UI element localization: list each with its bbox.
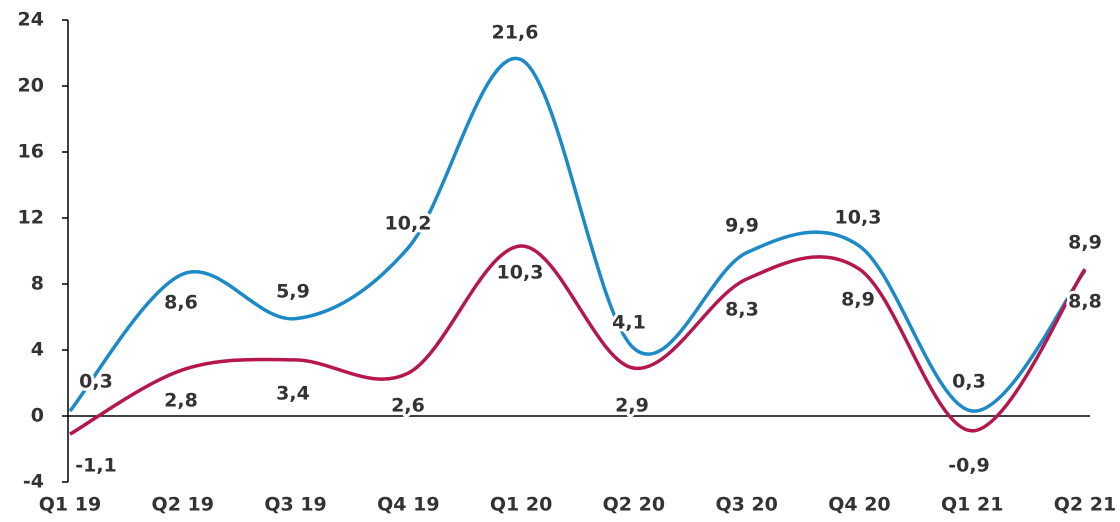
x-tick-label: Q3 19	[264, 494, 326, 516]
x-tick-label: Q2 21	[1054, 494, 1116, 516]
value-label: 10,3	[497, 262, 544, 284]
x-tick-label: Q1 21	[941, 494, 1003, 516]
value-label: 3,4	[276, 383, 310, 405]
x-tick-label: Q2 19	[152, 494, 214, 516]
series-line	[68, 56, 1087, 413]
value-label: 0,3	[952, 371, 986, 393]
y-tick-label: 20	[18, 75, 44, 97]
x-tick-label: Q1 20	[490, 494, 552, 516]
value-label: 2,9	[615, 395, 649, 417]
x-tick-label: Q3 20	[715, 494, 777, 516]
y-tick-label: 12	[18, 207, 44, 229]
value-label: -1,1	[75, 455, 117, 477]
x-tick-label: Q1 19	[39, 494, 101, 516]
x-tick-label: Q4 20	[828, 494, 890, 516]
value-label: 2,6	[391, 395, 425, 417]
series-line	[69, 244, 1087, 436]
value-label: 0,3	[79, 371, 113, 393]
x-tick-label: Q2 20	[603, 494, 665, 516]
value-label: 8,3	[725, 299, 759, 321]
x-tick-label: Q4 19	[377, 494, 439, 516]
y-tick-label: 24	[18, 9, 44, 31]
value-label: 2,8	[164, 390, 198, 412]
y-tick-label: 16	[18, 141, 44, 163]
value-label: 8,9	[1068, 232, 1102, 254]
value-label: 8,9	[841, 289, 875, 311]
value-label: -0,9	[948, 455, 990, 477]
y-tick-label: 8	[31, 273, 44, 295]
value-label: 5,9	[276, 281, 310, 303]
y-tick-label: -4	[23, 471, 44, 493]
value-label: 10,3	[835, 207, 882, 229]
value-label: 10,2	[385, 213, 432, 235]
value-label: 21,6	[492, 22, 539, 44]
value-label: 9,9	[725, 215, 759, 237]
y-tick-label: 4	[31, 339, 44, 361]
value-label: 4,1	[612, 312, 646, 334]
y-tick-label: 0	[31, 405, 44, 427]
value-label: 8,8	[1068, 291, 1102, 313]
value-label: 8,6	[164, 292, 198, 314]
